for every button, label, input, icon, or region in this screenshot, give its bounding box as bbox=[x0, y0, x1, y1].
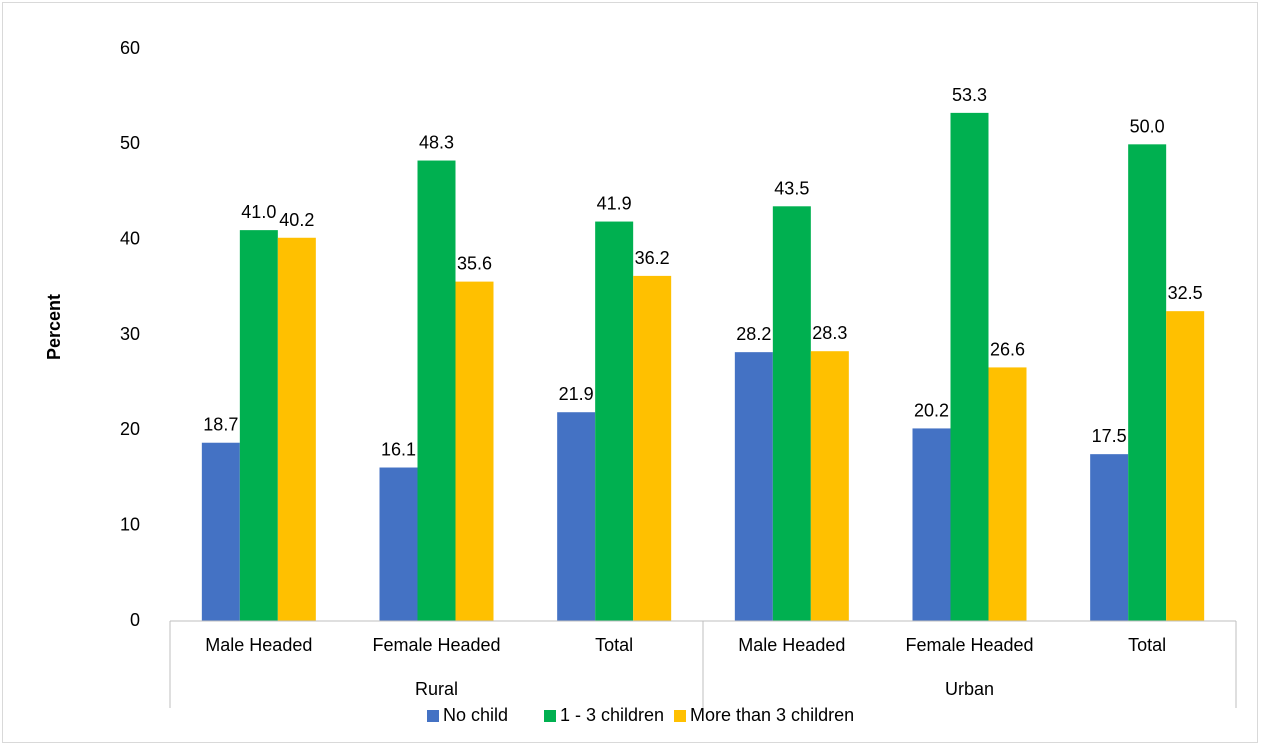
y-tick-label: 0 bbox=[130, 610, 140, 630]
x-group-label: Rural bbox=[415, 679, 458, 699]
data-label: 40.2 bbox=[279, 210, 314, 230]
y-axis-label: Percent bbox=[44, 294, 64, 360]
x-category-label: Male Headed bbox=[738, 635, 845, 655]
bar bbox=[239, 230, 278, 621]
y-axis-ticks: 0 10 20 30 40 50 60 bbox=[120, 38, 140, 630]
y-tick-label: 10 bbox=[120, 514, 140, 534]
y-tick-label: 40 bbox=[120, 228, 140, 248]
data-label: 17.5 bbox=[1092, 426, 1127, 446]
x-category-label: Total bbox=[1128, 635, 1166, 655]
bar bbox=[633, 275, 672, 621]
data-label: 53.3 bbox=[952, 85, 987, 105]
bar bbox=[201, 442, 240, 621]
bar bbox=[557, 412, 596, 621]
y-tick-label: 50 bbox=[120, 133, 140, 153]
data-label: 43.5 bbox=[774, 178, 809, 198]
x-category-label: Female Headed bbox=[905, 635, 1033, 655]
legend-label: No child bbox=[443, 705, 508, 725]
bar bbox=[379, 467, 418, 621]
data-label: 20.2 bbox=[914, 400, 949, 420]
y-tick-label: 30 bbox=[120, 324, 140, 344]
bar-chart: Percent 0 10 20 30 40 50 60 18.7 41.0 40.2 16.1 48… bbox=[44, 38, 1237, 725]
data-label: 48.3 bbox=[419, 133, 454, 153]
bar bbox=[1090, 454, 1129, 621]
legend: No child 1 - 3 children More than 3 childr… bbox=[427, 705, 854, 725]
legend-label: 1 - 3 children bbox=[560, 705, 664, 725]
bar bbox=[455, 281, 494, 621]
x-category-label: Total bbox=[595, 635, 633, 655]
legend-label: More than 3 children bbox=[690, 705, 854, 725]
bar bbox=[277, 237, 316, 621]
y-tick-label: 20 bbox=[120, 419, 140, 439]
legend-swatch bbox=[544, 710, 556, 722]
data-label: 21.9 bbox=[559, 384, 594, 404]
data-label: 16.1 bbox=[381, 440, 416, 460]
data-label: 26.6 bbox=[990, 339, 1025, 359]
legend-swatch bbox=[427, 710, 439, 722]
bar bbox=[912, 428, 951, 621]
legend-swatch bbox=[674, 710, 686, 722]
data-label: 36.2 bbox=[635, 248, 670, 268]
data-label: 41.0 bbox=[241, 202, 276, 222]
data-label: 28.2 bbox=[736, 324, 771, 344]
bar bbox=[595, 221, 634, 621]
data-label: 18.7 bbox=[203, 415, 238, 435]
bar bbox=[734, 352, 773, 621]
bar bbox=[988, 367, 1027, 621]
x-axis: Male Headed Female Headed Total Male Headed… bbox=[169, 620, 1237, 708]
bar bbox=[810, 351, 849, 621]
data-label: 50.0 bbox=[1130, 116, 1165, 136]
bar bbox=[417, 160, 456, 622]
y-tick-label: 60 bbox=[120, 38, 140, 58]
x-category-label: Male Headed bbox=[205, 635, 312, 655]
data-label: 28.3 bbox=[812, 323, 847, 343]
x-category-label: Female Headed bbox=[372, 635, 500, 655]
bars bbox=[201, 112, 1205, 622]
data-label: 35.6 bbox=[457, 254, 492, 274]
bar bbox=[950, 112, 989, 621]
bar bbox=[772, 206, 811, 622]
x-group-label: Urban bbox=[945, 679, 994, 699]
data-label: 41.9 bbox=[597, 194, 632, 214]
data-label: 32.5 bbox=[1168, 283, 1203, 303]
bar bbox=[1128, 144, 1167, 622]
data-labels: 18.7 41.0 40.2 16.1 48.3 35.6 21.9 41.9 36.2 28.2… bbox=[203, 85, 1202, 460]
bar bbox=[1166, 311, 1205, 621]
